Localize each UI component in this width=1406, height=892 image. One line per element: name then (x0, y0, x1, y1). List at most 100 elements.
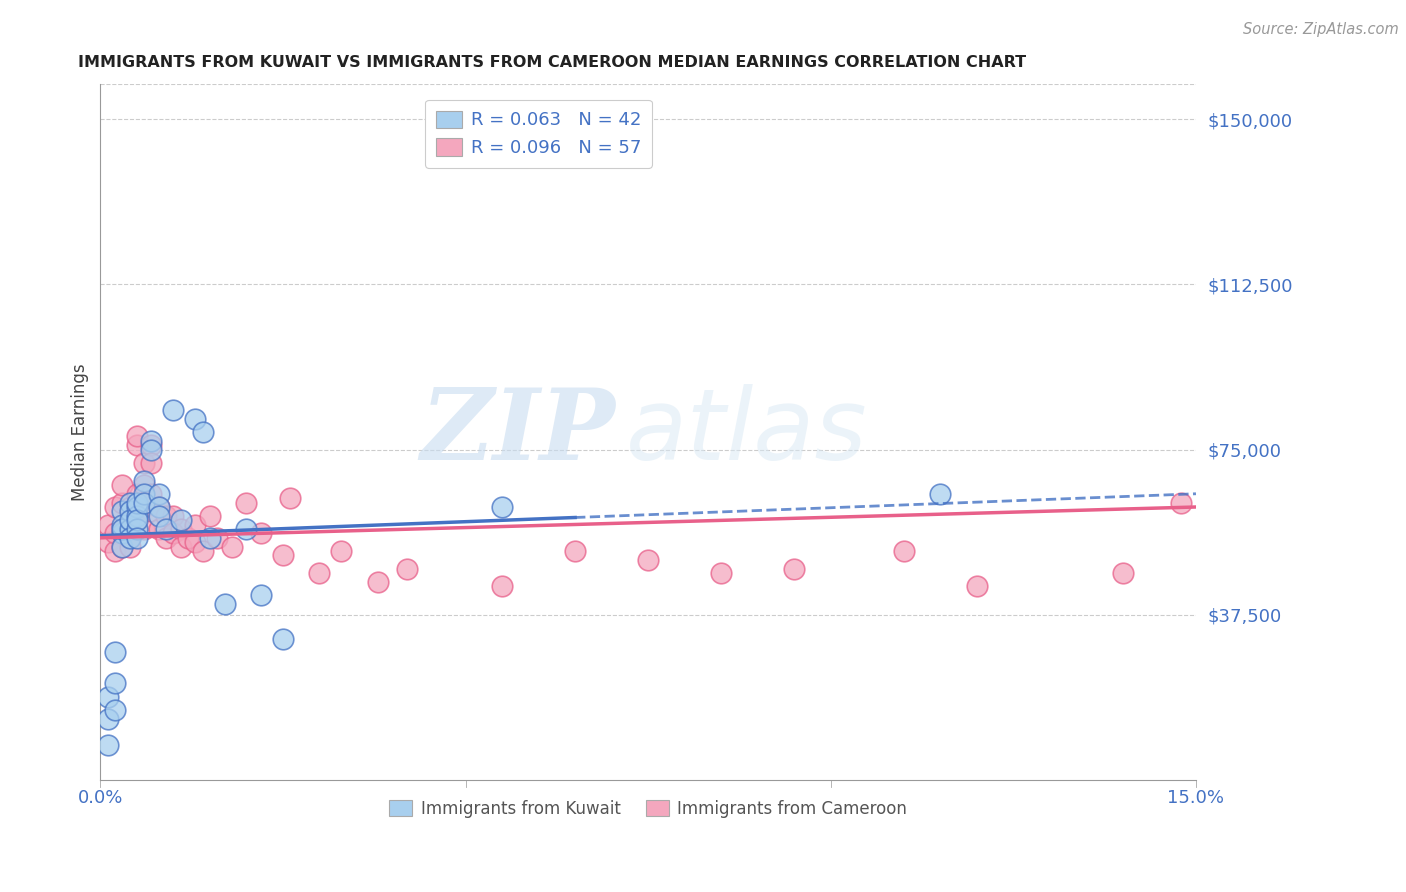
Point (118, 522, 141, 536)
Point (367, 574, 389, 589)
Point (396, 562, 419, 576)
Point (155, 531, 177, 545)
Point (148, 508, 170, 523)
Point (141, 442, 163, 457)
Point (118, 522, 141, 536)
Point (141, 504, 163, 518)
Point (111, 522, 134, 536)
Point (198, 508, 221, 523)
Point (134, 474, 156, 488)
Point (162, 403, 184, 417)
Point (125, 531, 148, 545)
Point (134, 456, 156, 470)
Point (134, 495, 156, 509)
Point (118, 500, 141, 514)
Point (111, 504, 134, 518)
Point (250, 526, 273, 541)
Point (148, 500, 170, 514)
Point (491, 500, 513, 514)
Point (134, 500, 156, 514)
Point (104, 544, 127, 558)
Point (278, 491, 301, 505)
Point (148, 522, 170, 536)
Point (893, 544, 915, 558)
Point (170, 540, 193, 554)
Point (250, 588, 273, 602)
Point (141, 434, 163, 448)
Point (97, 690, 120, 704)
Point (191, 425, 214, 439)
Point (111, 540, 134, 554)
Point (118, 495, 141, 509)
Point (125, 438, 148, 452)
Point (148, 487, 170, 501)
Point (162, 508, 184, 523)
Point (170, 522, 193, 536)
Point (111, 522, 134, 536)
Point (214, 597, 236, 611)
Y-axis label: Median Earnings: Median Earnings (72, 363, 89, 501)
Text: IMMIGRANTS FROM KUWAIT VS IMMIGRANTS FROM CAMEROON MEDIAN EARNINGS CORRELATION C: IMMIGRANTS FROM KUWAIT VS IMMIGRANTS FRO… (79, 55, 1026, 70)
Point (118, 504, 141, 518)
Point (1170, 495, 1192, 509)
Point (111, 526, 134, 541)
Point (162, 526, 184, 541)
Point (111, 478, 134, 492)
Point (118, 513, 141, 527)
Point (184, 535, 207, 549)
Point (170, 513, 193, 527)
Point (308, 566, 330, 581)
Point (125, 429, 148, 443)
Point (235, 495, 257, 509)
Point (97, 535, 120, 549)
Point (104, 676, 127, 690)
Point (330, 544, 353, 558)
Point (118, 540, 141, 554)
Point (104, 645, 127, 659)
Point (141, 456, 163, 470)
Point (271, 632, 294, 647)
Point (97, 738, 120, 752)
Point (125, 487, 148, 501)
Point (141, 487, 163, 501)
Point (637, 553, 659, 567)
Point (125, 500, 148, 514)
Point (97, 517, 120, 532)
Text: atlas: atlas (626, 384, 868, 481)
Point (125, 513, 148, 527)
Point (177, 531, 200, 545)
Point (564, 544, 586, 558)
Point (184, 517, 207, 532)
Point (125, 522, 148, 536)
Point (111, 495, 134, 509)
Point (966, 579, 988, 593)
Point (125, 495, 148, 509)
Point (104, 500, 127, 514)
Point (104, 526, 127, 541)
Point (491, 579, 513, 593)
Point (118, 531, 141, 545)
Point (198, 531, 221, 545)
Point (148, 500, 170, 514)
Legend: Immigrants from Kuwait, Immigrants from Cameroon: Immigrants from Kuwait, Immigrants from … (382, 793, 914, 824)
Point (118, 531, 141, 545)
Point (783, 562, 806, 576)
Point (111, 540, 134, 554)
Point (134, 478, 156, 492)
Point (710, 566, 733, 581)
Point (141, 438, 163, 452)
Point (104, 703, 127, 717)
Point (111, 517, 134, 532)
Point (929, 487, 952, 501)
Point (184, 412, 207, 426)
Point (155, 508, 177, 523)
Point (125, 508, 148, 523)
Point (191, 544, 214, 558)
Text: ZIP: ZIP (420, 384, 616, 480)
Point (235, 522, 257, 536)
Point (134, 522, 156, 536)
Point (155, 522, 177, 536)
Point (134, 487, 156, 501)
Text: Source: ZipAtlas.com: Source: ZipAtlas.com (1243, 22, 1399, 37)
Point (1112, 566, 1135, 581)
